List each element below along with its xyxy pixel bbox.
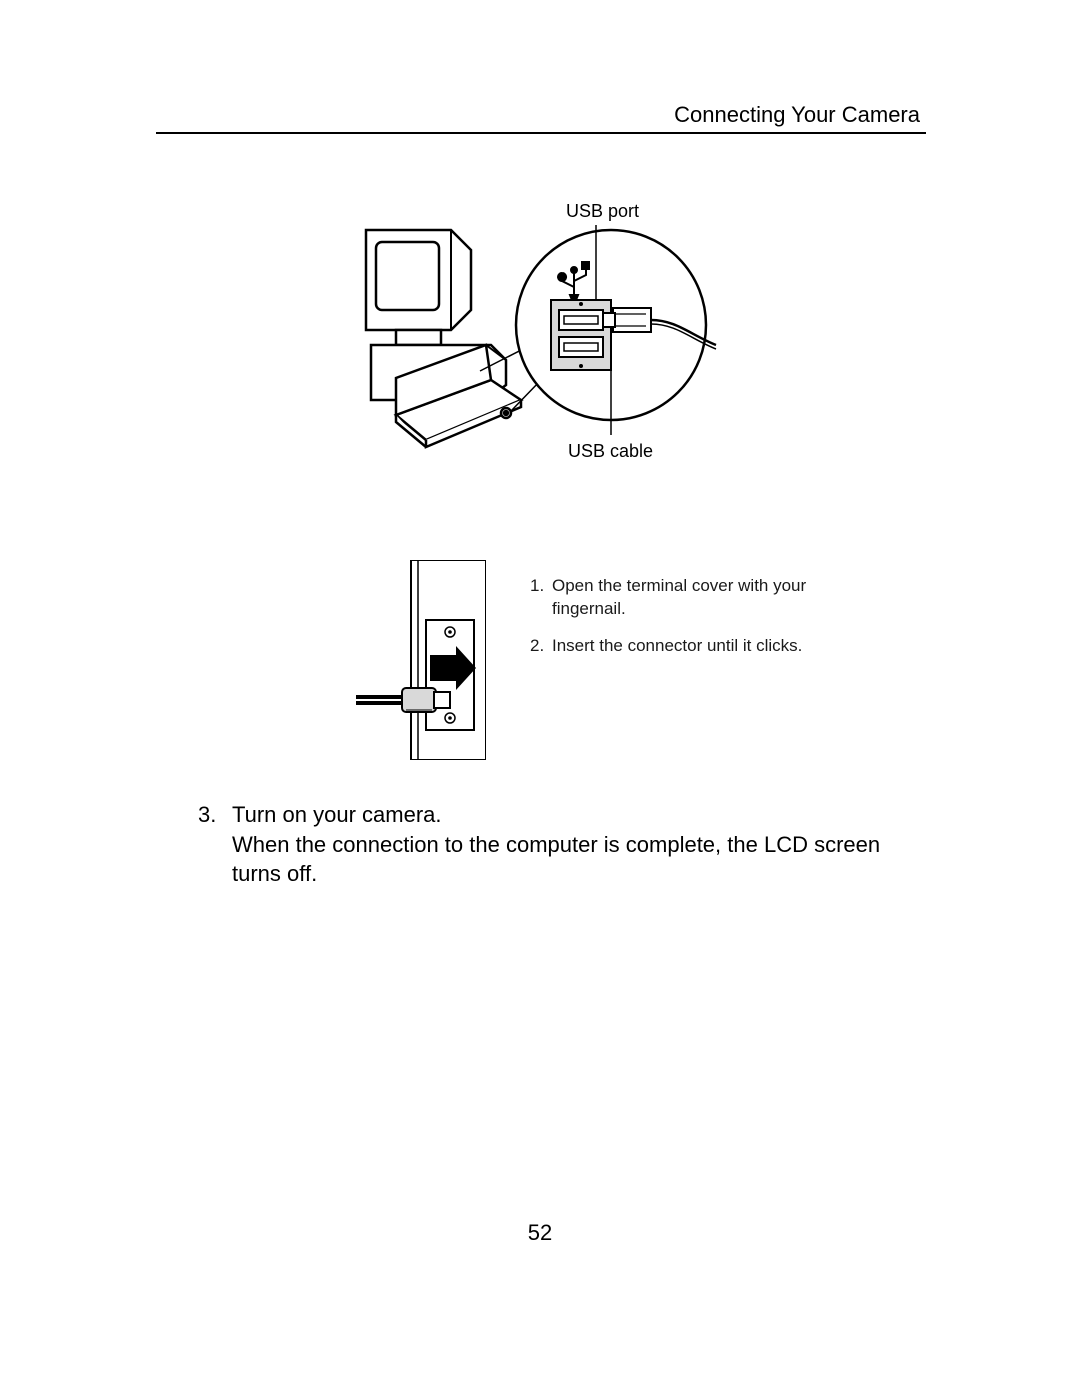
- insert-connector-diagram-icon: [356, 560, 486, 760]
- label-usb-port: USB port: [566, 201, 639, 221]
- instruction-step: 3. Turn on your camera. When the connect…: [198, 800, 908, 889]
- callout-item: 1. Open the terminal cover with your fin…: [530, 575, 830, 621]
- figure-insert-connector: [356, 560, 486, 760]
- callout-item: 2. Insert the connector until it clicks.: [530, 635, 830, 658]
- callout-text: Open the terminal cover with your finger…: [552, 575, 830, 621]
- callout-number: 2.: [530, 635, 552, 658]
- callout-number: 1.: [530, 575, 552, 621]
- page-header: Connecting Your Camera: [674, 102, 920, 128]
- figure-usb-connection: USB port USB cable: [356, 195, 726, 470]
- usb-connection-diagram-icon: USB port USB cable: [356, 195, 726, 470]
- callout-text: Insert the connector until it clicks.: [552, 635, 802, 658]
- page-number: 52: [0, 1220, 1080, 1246]
- instruction-line1: Turn on your camera.: [232, 800, 908, 830]
- manual-page: Connecting Your Camera: [0, 0, 1080, 1397]
- instruction-number: 3.: [198, 800, 232, 889]
- instruction-line2: When the connection to the computer is c…: [232, 830, 908, 889]
- header-rule: [156, 132, 926, 134]
- figure2-callouts: 1. Open the terminal cover with your fin…: [530, 575, 830, 672]
- label-usb-cable: USB cable: [568, 441, 653, 461]
